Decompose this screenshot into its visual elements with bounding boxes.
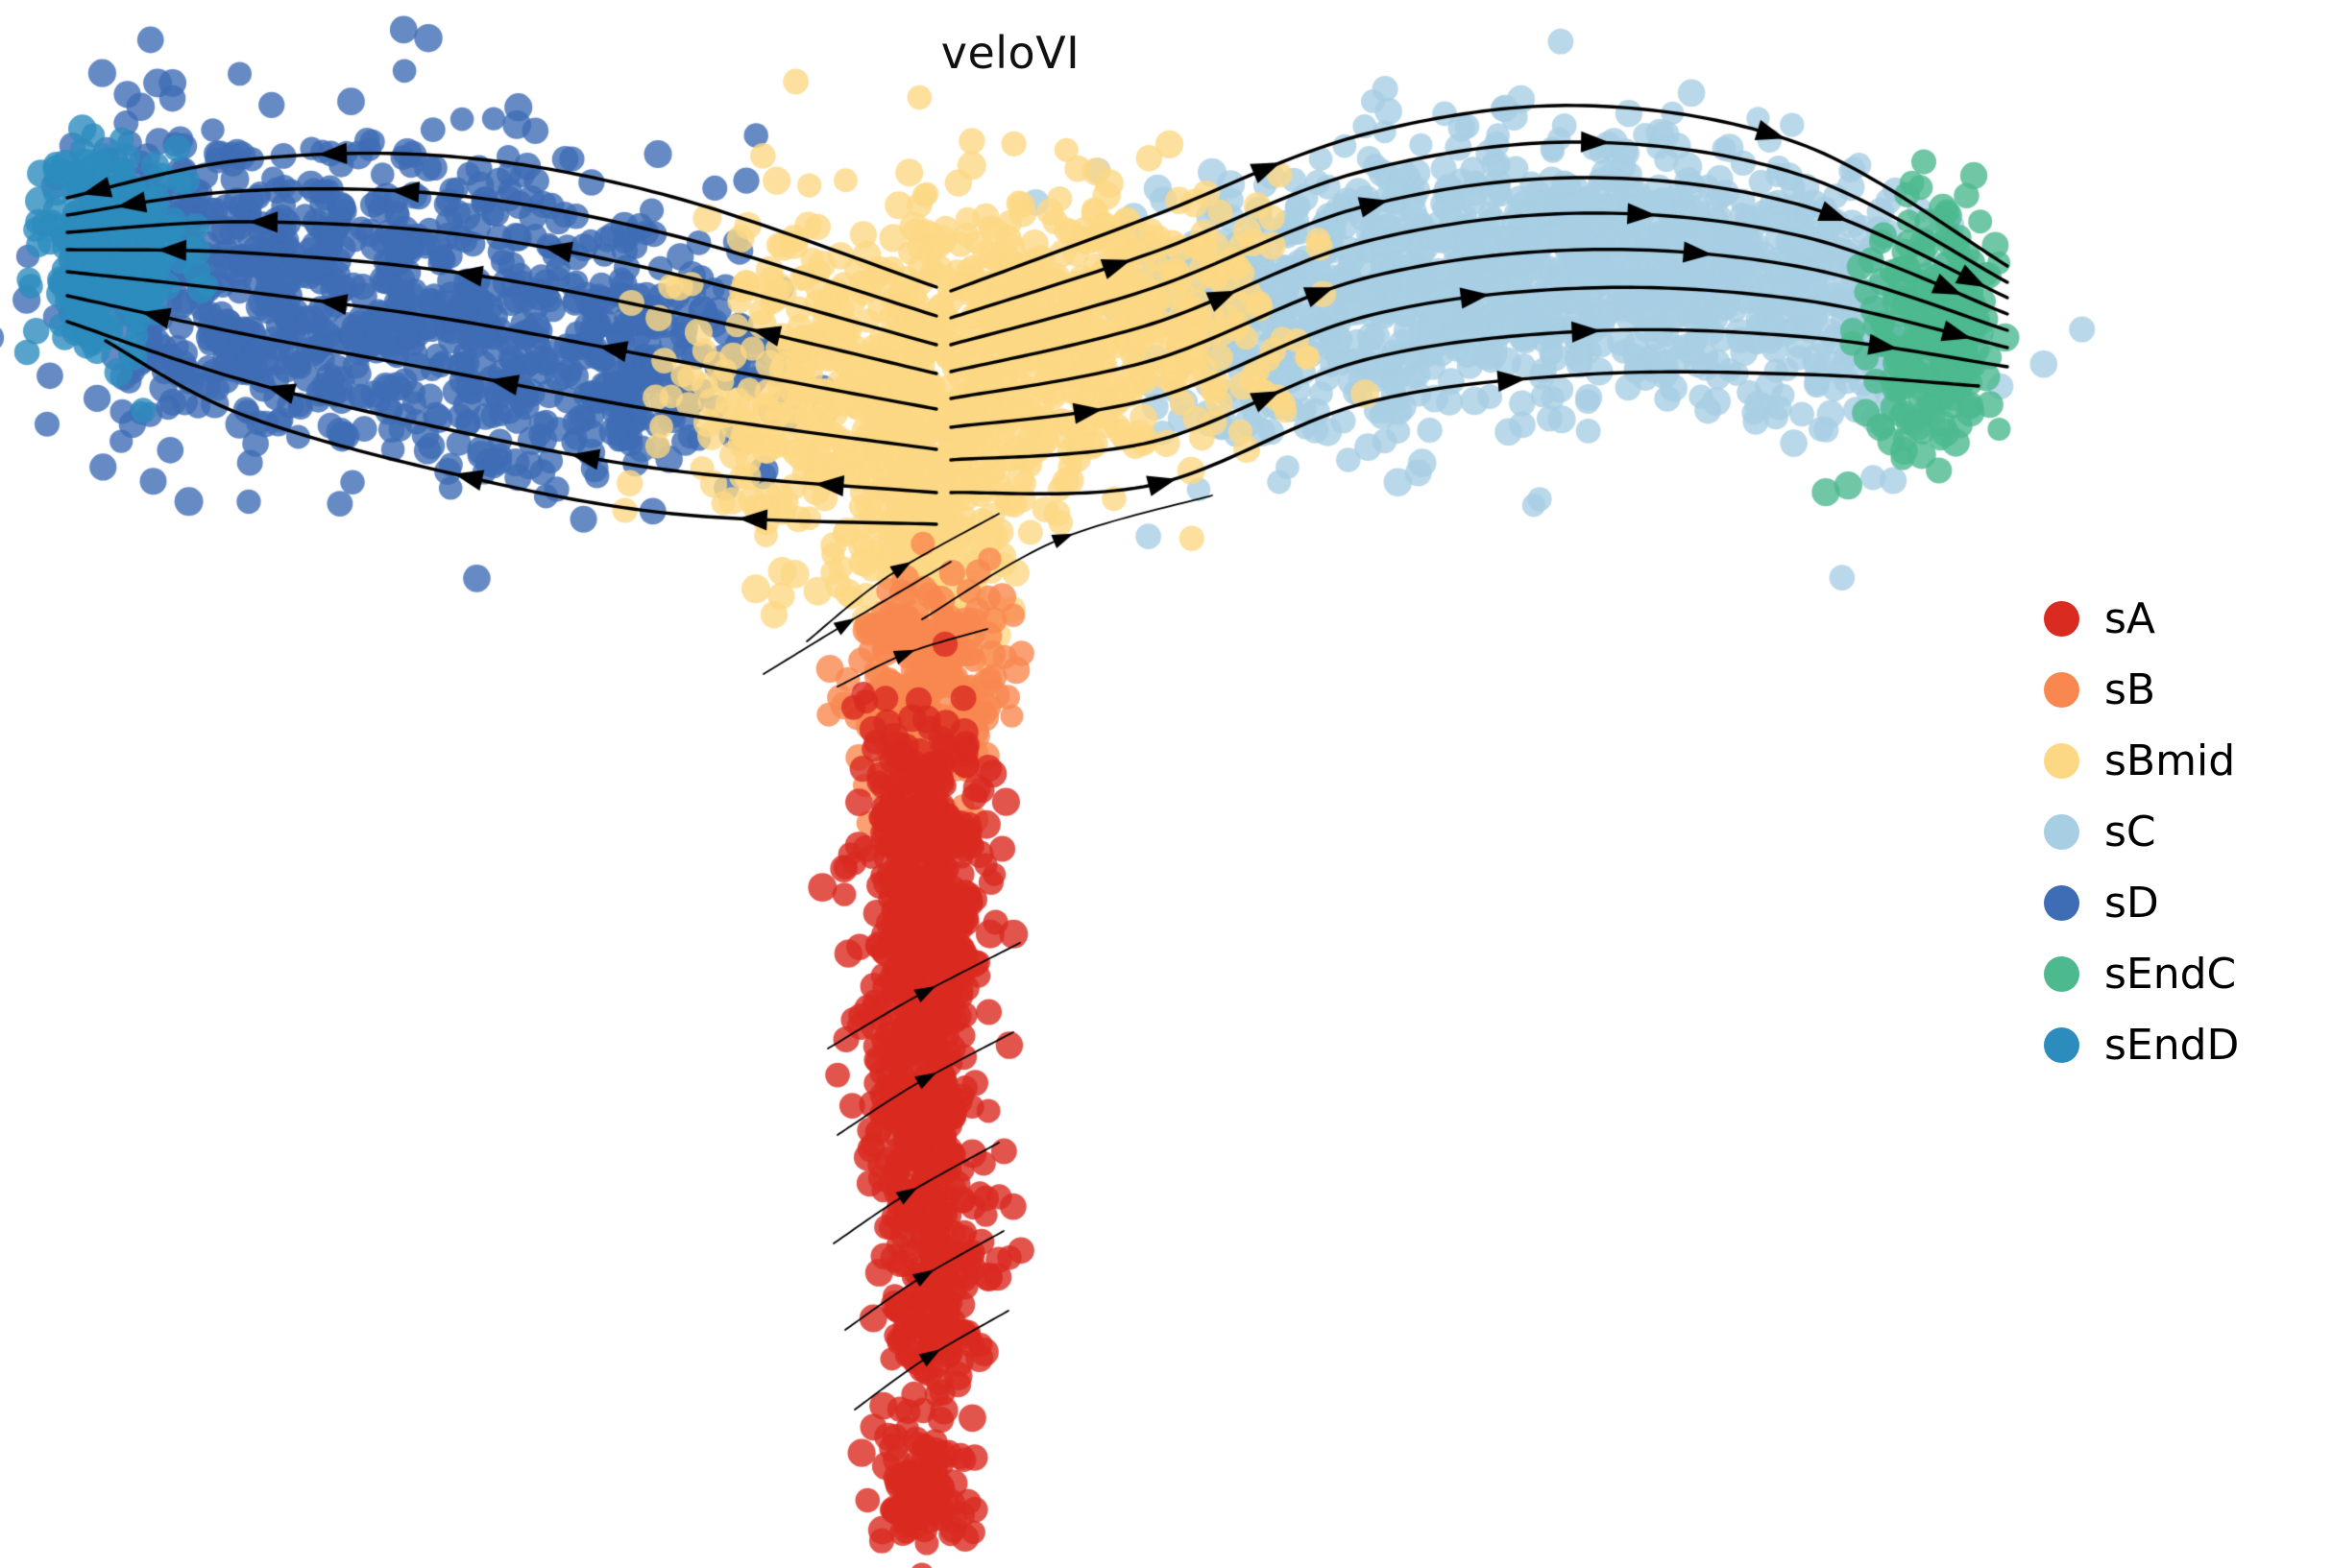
legend-label-sBmid: sBmid <box>2104 736 2236 785</box>
legend-marker-sA <box>2044 600 2079 637</box>
legend-label-sC: sC <box>2104 807 2156 856</box>
legend-marker-sBmid <box>2044 742 2079 779</box>
legend-item-sEndC: sEndC <box>2044 938 2239 1009</box>
legend-marker-sB <box>2044 671 2079 708</box>
legend-label-sB: sB <box>2104 664 2156 714</box>
legend-label-sEndC: sEndC <box>2104 949 2237 999</box>
legend-label-sA: sA <box>2104 593 2156 643</box>
legend-label-sEndD: sEndD <box>2104 1020 2240 1070</box>
legend: sA sB sBmid sC sD sEndC sEndD <box>2044 583 2239 1080</box>
legend-marker-sEndC <box>2044 955 2079 992</box>
legend-marker-sD <box>2044 884 2079 921</box>
legend-marker-sC <box>2044 813 2079 850</box>
legend-item-sC: sC <box>2044 796 2239 867</box>
legend-item-sA: sA <box>2044 583 2239 654</box>
legend-item-sBmid: sBmid <box>2044 725 2239 796</box>
legend-item-sB: sB <box>2044 654 2239 725</box>
legend-marker-sEndD <box>2044 1026 2079 1063</box>
legend-item-sD: sD <box>2044 867 2239 938</box>
legend-item-sEndD: sEndD <box>2044 1009 2239 1080</box>
plot-title: veloVI <box>940 27 1081 79</box>
legend-label-sD: sD <box>2104 878 2159 928</box>
